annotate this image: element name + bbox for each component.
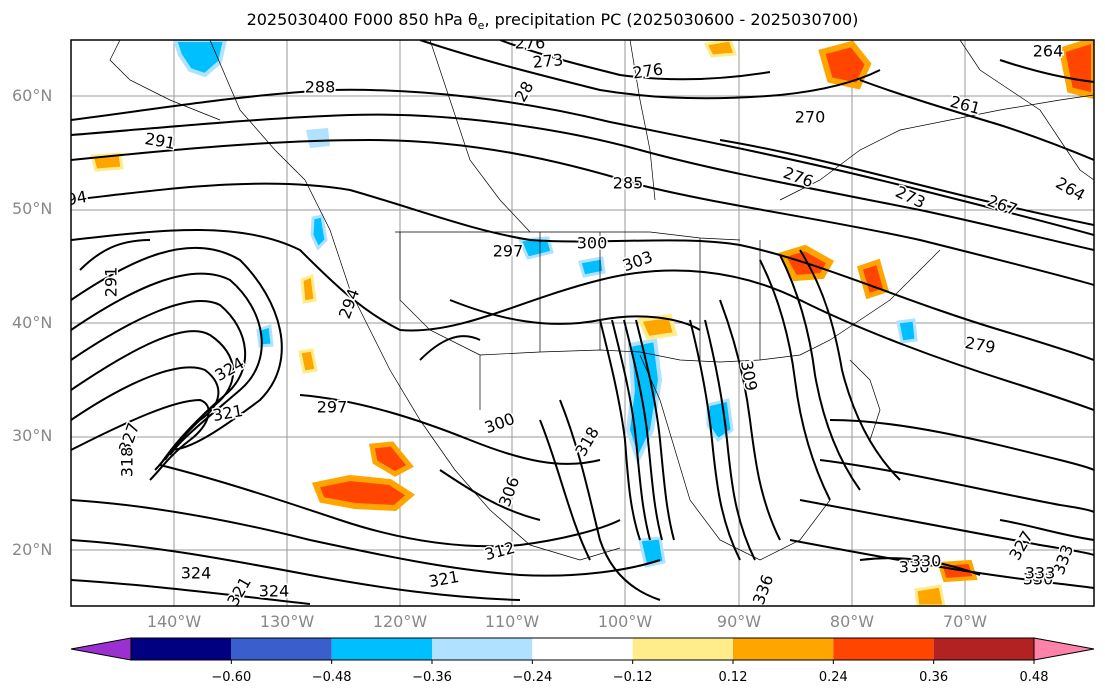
colorbar-segment (131, 638, 232, 660)
colorbar-tick-label: −0.12 (612, 670, 653, 685)
precip-neg-bc (310, 214, 328, 251)
precip-pos-pac (300, 273, 317, 304)
lat-label-40n: 40°N (12, 313, 53, 332)
colorbar-tick-label: 0.36 (919, 670, 949, 685)
precip-neg-alaska (172, 40, 228, 78)
contour-label: 324 (181, 564, 212, 583)
lon-label-110w: 110°W (484, 612, 540, 631)
precip-pos-carib (937, 559, 978, 583)
precip-pos-pac2 (298, 348, 318, 374)
colorbar-tick-label: −0.36 (412, 670, 452, 685)
precip-pos-ontario (856, 258, 890, 300)
colorbar-segment (331, 638, 432, 660)
contour-label: 297 (493, 242, 524, 261)
precip-neg-ne (896, 318, 918, 344)
coastlines (109, 40, 1094, 561)
colorbar-segment (833, 638, 934, 660)
contour-label: 294 (55, 187, 88, 211)
contour-label: 300 (577, 234, 608, 253)
precip-neg-ohio (578, 256, 606, 278)
contour-label: 324 (259, 582, 290, 601)
lon-label-130w: 130°W (259, 612, 315, 631)
colorbar-tick-label: −0.24 (512, 670, 553, 685)
precip-neg-mexico (638, 536, 666, 568)
contour-label: 330 (1023, 570, 1054, 589)
contour-label: 330 (911, 552, 942, 571)
colorbar-tick-label: −0.60 (211, 670, 252, 685)
colorbar-tick-label: −0.48 (311, 670, 352, 685)
lon-label-140w: 140°W (146, 612, 202, 631)
contour-label: 297 (317, 398, 348, 417)
lon-label-80w: 80°W (829, 612, 875, 631)
precip-pos-baja (311, 474, 415, 512)
contour-label: 291 (102, 267, 121, 298)
contour-label: 333 (1025, 564, 1056, 583)
precip-pos-atl (914, 584, 946, 606)
precip-pos-arctic (703, 40, 738, 58)
precip-pos-hudson (818, 40, 872, 90)
precip-pos-greenland (1058, 40, 1094, 100)
contour-label: 273 (532, 50, 564, 72)
colorbar (70, 637, 1095, 664)
precip-neg-pacific (306, 128, 330, 148)
colorbar-tick-label: 0.48 (1019, 670, 1049, 685)
colorbar-extend-min (70, 637, 132, 661)
colorbar-segment (432, 638, 533, 660)
colorbar-tick-label: 0.12 (718, 670, 748, 685)
colorbar-tick-label: 0.24 (818, 670, 848, 685)
lon-label-100w: 100°W (597, 612, 653, 631)
colorbar-segment (632, 638, 733, 660)
contour-label: 285 (613, 174, 644, 193)
contour-label: 276 (515, 34, 546, 53)
lat-label-50n: 50°N (12, 199, 53, 218)
colorbar-segment (733, 638, 834, 660)
contour-label: 318 (118, 447, 137, 478)
theta-e-contours (71, 40, 1094, 605)
contour-label: 336 (899, 558, 930, 577)
lat-label-30n: 30°N (12, 426, 53, 445)
lon-label-120w: 120°W (372, 612, 428, 631)
colorbar-extend-max (1033, 637, 1095, 661)
precip-neg-plains (517, 236, 554, 260)
colorbar-segment (933, 638, 1034, 660)
lon-label-70w: 70°W (942, 612, 988, 631)
colorbar-segment (532, 638, 633, 660)
contour-label: 288 (305, 78, 336, 97)
colorbar-segment (231, 638, 332, 660)
lon-label-90w: 90°W (716, 612, 762, 631)
contour-label: 264 (1033, 42, 1064, 61)
map-title: 2025030400 F000 850 hPa θe, precipitatio… (246, 10, 859, 33)
colorbar-frame (130, 637, 1035, 661)
contour-label: 270 (795, 108, 826, 127)
map-frame (70, 39, 1095, 607)
precip-pos-baja2 (369, 441, 414, 477)
lat-label-20n: 20°N (12, 540, 53, 559)
lat-label-60n: 60°N (12, 86, 53, 105)
